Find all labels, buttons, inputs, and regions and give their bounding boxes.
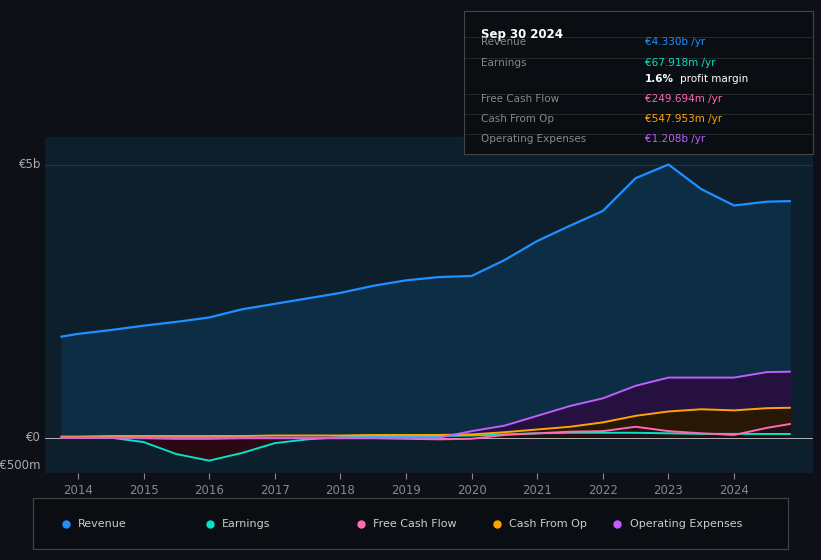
Text: €5b: €5b bbox=[19, 158, 41, 171]
Text: €67.918m /yr: €67.918m /yr bbox=[645, 58, 716, 68]
Text: Revenue: Revenue bbox=[481, 37, 526, 47]
Text: Cash From Op: Cash From Op bbox=[481, 114, 554, 124]
Text: Earnings: Earnings bbox=[481, 58, 527, 68]
Text: Cash From Op: Cash From Op bbox=[509, 519, 586, 529]
Text: €1.208b /yr: €1.208b /yr bbox=[645, 134, 705, 144]
Text: Sep 30 2024: Sep 30 2024 bbox=[481, 29, 563, 41]
Text: Free Cash Flow: Free Cash Flow bbox=[373, 519, 456, 529]
Text: Operating Expenses: Operating Expenses bbox=[630, 519, 742, 529]
Text: €547.953m /yr: €547.953m /yr bbox=[645, 114, 722, 124]
Text: €249.694m /yr: €249.694m /yr bbox=[645, 94, 722, 104]
Text: €4.330b /yr: €4.330b /yr bbox=[645, 37, 705, 47]
Text: Free Cash Flow: Free Cash Flow bbox=[481, 94, 559, 104]
Text: Revenue: Revenue bbox=[78, 519, 127, 529]
Text: Operating Expenses: Operating Expenses bbox=[481, 134, 586, 144]
Text: Earnings: Earnings bbox=[222, 519, 270, 529]
Text: 1.6%: 1.6% bbox=[645, 74, 674, 84]
Text: -€500m: -€500m bbox=[0, 459, 41, 472]
Text: €0: €0 bbox=[26, 431, 41, 444]
Text: profit margin: profit margin bbox=[680, 74, 749, 84]
